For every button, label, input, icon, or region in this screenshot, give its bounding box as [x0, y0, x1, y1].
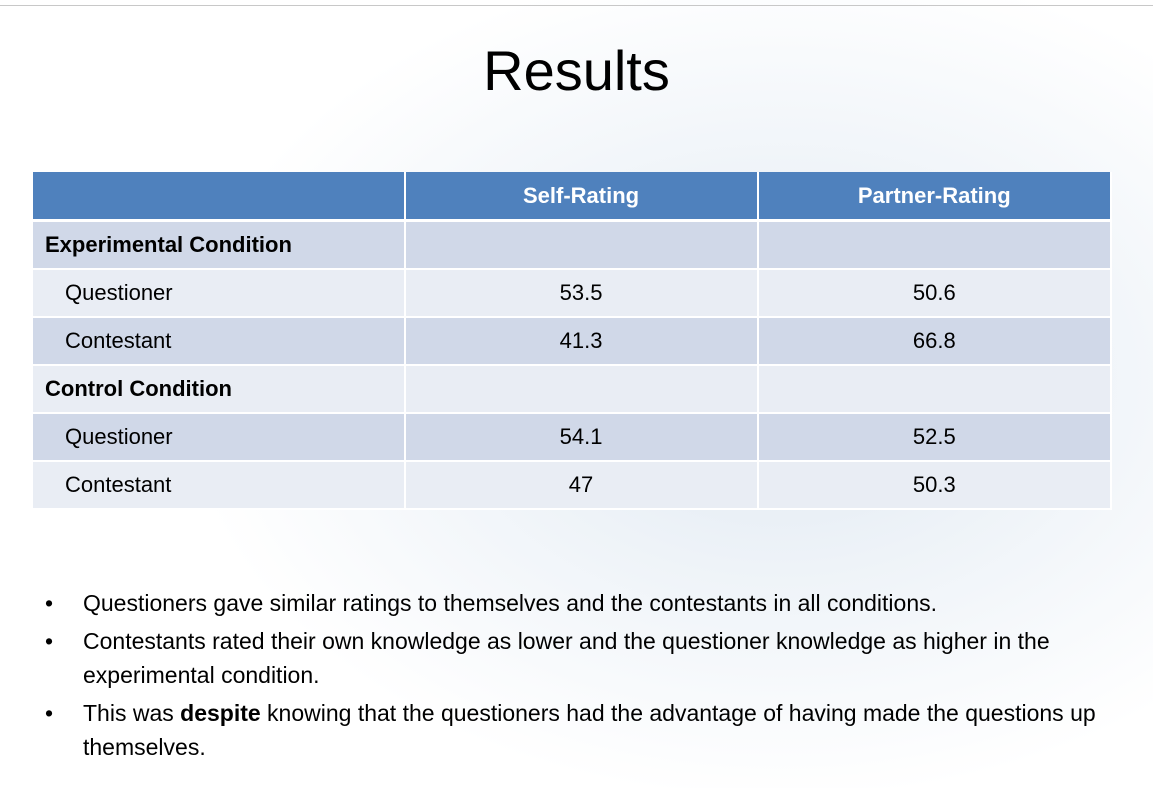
column-header: Partner-Rating	[758, 172, 1112, 222]
value-cell: 54.1	[405, 414, 759, 462]
data-row: Questioner 53.5 50.6	[33, 270, 1112, 318]
bullet: Contestants rated their own knowledge as…	[45, 624, 1105, 692]
row-label: Questioner	[33, 270, 406, 318]
empty-cell	[758, 366, 1112, 414]
header-row: Self-Rating Partner-Rating	[33, 172, 1112, 222]
value-cell: 52.5	[758, 414, 1112, 462]
row-label: Contestant	[33, 318, 406, 366]
row-label: Questioner	[33, 414, 406, 462]
group-row: Experimental Condition	[33, 222, 1112, 270]
bullet-text: Questioners gave similar ratings to them…	[83, 590, 937, 616]
value-cell: 53.5	[405, 270, 759, 318]
group-label: Control Condition	[33, 366, 406, 414]
bullet-text: knowing that the questioners had the adv…	[83, 700, 1096, 760]
bullet-text: Contestants rated their own knowledge as…	[83, 628, 1050, 688]
data-row: Contestant 47 50.3	[33, 462, 1112, 510]
slide-title: Results	[483, 39, 670, 102]
empty-cell	[405, 222, 759, 270]
value-cell: 50.6	[758, 270, 1112, 318]
bullet-text: This was	[83, 700, 181, 726]
value-cell: 41.3	[405, 318, 759, 366]
value-cell: 66.8	[758, 318, 1112, 366]
value-cell: 47	[405, 462, 759, 510]
results-table: Self-Rating Partner-Rating Experimental Co…	[33, 172, 1112, 510]
group-label: Experimental Condition	[33, 222, 406, 270]
top-rule	[0, 5, 1153, 6]
value-cell: 50.3	[758, 462, 1112, 510]
empty-cell	[405, 366, 759, 414]
bullet: This was despite knowing that the questi…	[45, 696, 1105, 764]
group-row: Control Condition	[33, 366, 1112, 414]
row-label: Contestant	[33, 462, 406, 510]
column-header: Self-Rating	[405, 172, 759, 222]
bold-text: despite	[180, 700, 261, 726]
empty-cell	[758, 222, 1112, 270]
data-row: Contestant 41.3 66.8	[33, 318, 1112, 366]
bullet: Questioners gave similar ratings to them…	[45, 586, 1105, 620]
bullet-list: Questioners gave similar ratings to them…	[45, 586, 1105, 768]
corner-cell	[33, 172, 406, 222]
data-row: Questioner 54.1 52.5	[33, 414, 1112, 462]
